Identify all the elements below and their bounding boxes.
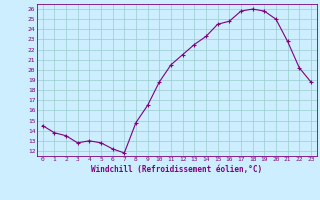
X-axis label: Windchill (Refroidissement éolien,°C): Windchill (Refroidissement éolien,°C) <box>91 165 262 174</box>
